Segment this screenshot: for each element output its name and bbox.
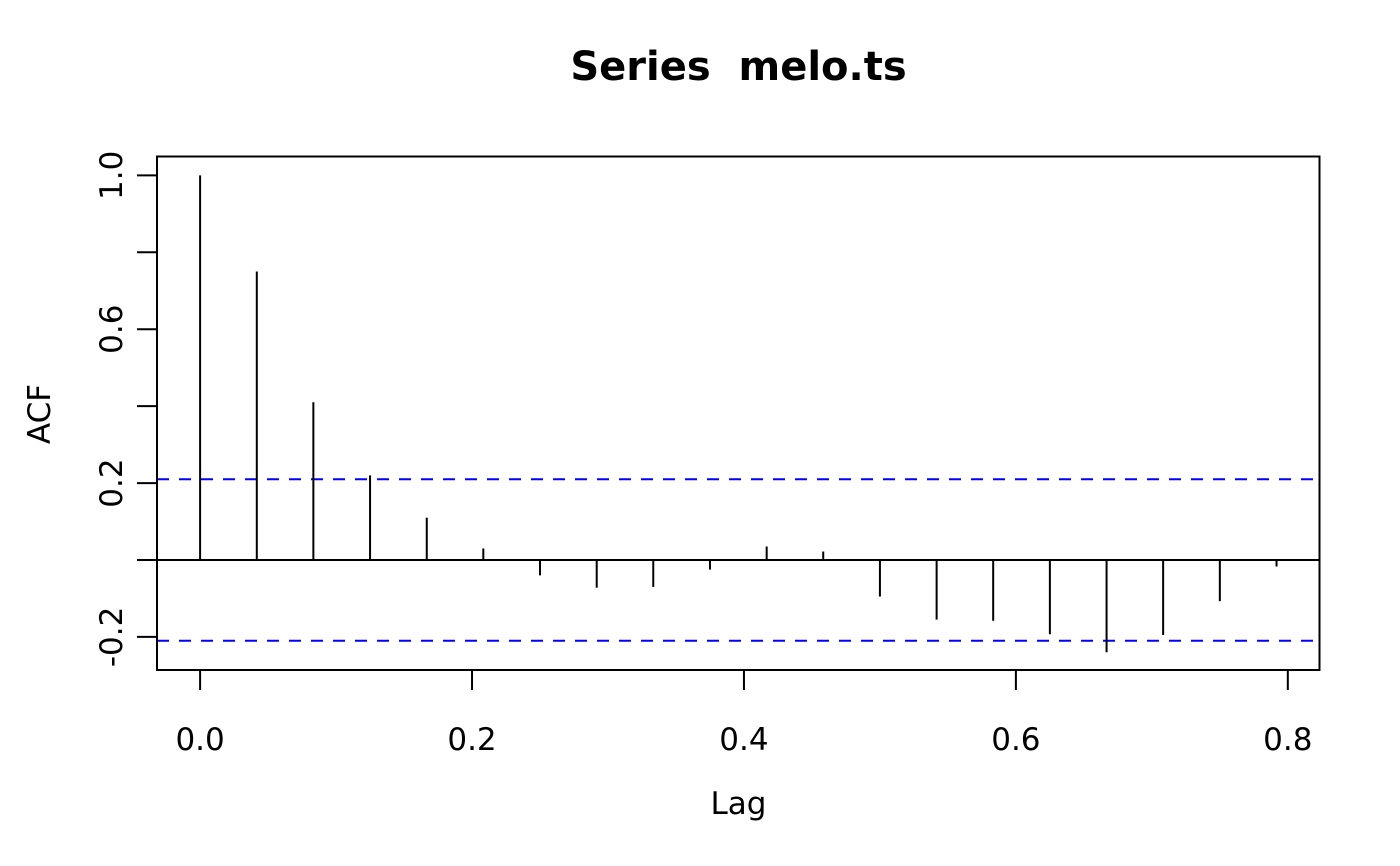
y-tick-label: -0.2 xyxy=(94,607,130,668)
y-tick-label: 1.0 xyxy=(94,151,130,200)
plot-border xyxy=(156,155,1321,671)
x-tick-label: 0.0 xyxy=(175,722,224,758)
x-tick-label: 0.6 xyxy=(991,722,1040,758)
y-tick-label: 0.6 xyxy=(94,305,130,354)
x-tick-label: 0.2 xyxy=(447,722,496,758)
chart-title: Series melo.ts xyxy=(570,44,907,90)
x-tick-label: 0.8 xyxy=(1263,722,1312,758)
x-axis-label: Lag xyxy=(710,786,767,822)
y-tick-label: 0.2 xyxy=(94,458,130,507)
x-tick-label: 0.4 xyxy=(719,722,768,758)
